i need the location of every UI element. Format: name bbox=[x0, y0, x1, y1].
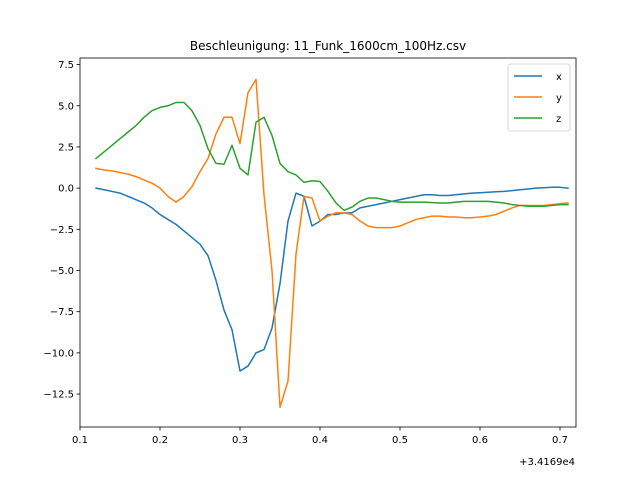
x-tick-label: 0.2 bbox=[152, 435, 168, 446]
y-tick-label: 5.0 bbox=[58, 101, 74, 112]
axes: 0.1 0.2 0.3 0.4 0.5 0.6 0.7 7.5 5.0 2.5 0.0 −2.5 −5.… bbox=[43, 57, 577, 446]
x-tick-label: 0.5 bbox=[392, 435, 408, 446]
x-tick-label: 0.3 bbox=[232, 435, 248, 446]
series-line-z bbox=[94, 101, 569, 212]
series-line-y bbox=[95, 78, 569, 408]
x-offset-label: +3.4169e4 bbox=[519, 457, 575, 468]
x-tick-label: 0.6 bbox=[472, 435, 488, 446]
x-tick-label: 0.1 bbox=[72, 435, 88, 446]
y-tick-label: −7.5 bbox=[50, 307, 74, 318]
plot-area bbox=[94, 78, 569, 408]
y-tick-label: −5.0 bbox=[50, 266, 74, 277]
legend-label-y: y bbox=[556, 93, 562, 104]
y-tick-label: 0.0 bbox=[58, 184, 74, 195]
x-tick-label: 0.4 bbox=[312, 435, 328, 446]
y-tick-label: 2.5 bbox=[58, 142, 74, 153]
y-tick-label: 7.5 bbox=[58, 60, 74, 71]
legend: xyz bbox=[507, 63, 571, 132]
x-tick-label: 0.7 bbox=[552, 435, 568, 446]
chart-title: Beschleunigung: 11_Funk_1600cm_100Hz.csv bbox=[190, 39, 466, 53]
legend-label-z: z bbox=[556, 114, 561, 125]
y-tick-label: −12.5 bbox=[43, 390, 74, 401]
y-tick-label: −10.0 bbox=[43, 348, 74, 359]
axes-frame bbox=[79, 57, 577, 428]
legend-label-x: x bbox=[556, 72, 562, 83]
y-tick-label: −2.5 bbox=[50, 225, 74, 236]
